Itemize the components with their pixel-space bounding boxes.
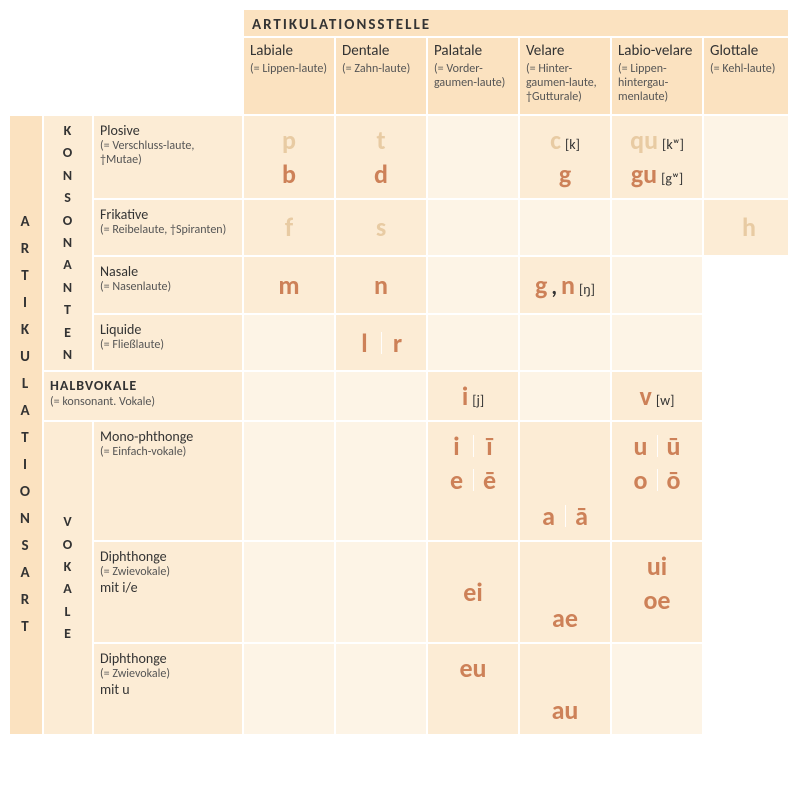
phoneme-cell: [612, 200, 702, 256]
phoneme-cell: [428, 116, 518, 198]
phoneme-cell: aā: [520, 422, 610, 540]
phoneme-cell: [612, 315, 702, 371]
group-konsonanten: KONSONANTEN: [44, 116, 92, 370]
phoneme-cell: qu[kʷ]gu[gʷ]: [612, 116, 702, 198]
row-label: Liquide(= Fließlaute): [94, 315, 242, 371]
phoneme-cell: [520, 315, 610, 371]
phoneme-cell: [244, 372, 334, 420]
phoneme-cell: s: [336, 200, 426, 256]
row-label: Diphthonge(= Zwievokale)mit u: [94, 644, 242, 734]
col-sub: (= Lippen-laute): [250, 62, 328, 76]
phonetics-table: ARTIKULATIONSSTELLE Labiale (= Lippen-laut…: [10, 10, 778, 734]
phoneme-cell: h: [704, 200, 788, 256]
col-head: Labiale (= Lippen-laute): [244, 38, 334, 114]
row-label: Mono-phthonge(= Einfach-vokale): [94, 422, 242, 540]
phoneme-cell: ei: [428, 542, 518, 642]
phoneme-cell: [704, 372, 788, 420]
phoneme-cell: [520, 372, 610, 420]
phoneme-cell: n: [336, 257, 426, 313]
phoneme-cell: td: [336, 116, 426, 198]
col-sub: (= Lippen-hintergau-menlaute): [618, 62, 696, 104]
phoneme-cell: c[k]g: [520, 116, 610, 198]
phoneme-cell: pb: [244, 116, 334, 198]
col-sub: (= Hinter-gaumen-laute, †Gutturale): [526, 62, 604, 104]
col-head: Labio-velare (= Lippen-hintergau-menlaute…: [612, 38, 702, 114]
phoneme-cell: uūoō: [612, 422, 702, 540]
phoneme-cell: [428, 257, 518, 313]
phoneme-cell: [704, 257, 788, 313]
col-name: Velare: [526, 42, 604, 60]
phoneme-cell: g,n[ŋ]: [520, 257, 610, 313]
col-sub: (= Vorder-gaumen-laute): [434, 62, 512, 90]
phoneme-cell: [428, 315, 518, 371]
columns-title: ARTIKULATIONSSTELLE: [252, 16, 431, 34]
phoneme-cell: [520, 200, 610, 256]
col-head: Dentale (= Zahn-laute): [336, 38, 426, 114]
phoneme-cell: uioe: [612, 542, 702, 642]
row-label: Nasale(= Nasenlaute): [94, 257, 242, 313]
row-label: Plosive(= Verschluss-laute, †Mutae): [94, 116, 242, 198]
phoneme-cell: [428, 200, 518, 256]
phoneme-cell: lr: [336, 315, 426, 371]
phoneme-cell: f: [244, 200, 334, 256]
phoneme-cell: iīeē: [428, 422, 518, 540]
phoneme-cell: v[w]: [612, 372, 702, 420]
phoneme-cell: [704, 315, 788, 371]
phoneme-cell: au: [520, 644, 610, 734]
row-label: Frikative(= Reibelaute, †Spiranten): [94, 200, 242, 256]
phoneme-cell: [244, 315, 334, 371]
col-sub: (= Kehl-laute): [710, 62, 788, 76]
col-sub: (= Zahn-laute): [342, 62, 420, 76]
rows-title: ARTIKULATIONSART: [10, 116, 42, 734]
phoneme-cell: eu: [428, 644, 518, 734]
phoneme-cell: [704, 116, 788, 198]
col-head: Velare (= Hinter-gaumen-laute, †Gutturale…: [520, 38, 610, 114]
col-name: Dentale: [342, 42, 420, 60]
col-name: Glottale: [710, 42, 788, 60]
col-name: Palatale: [434, 42, 512, 60]
col-head: Glottale (= Kehl-laute): [704, 38, 788, 114]
phoneme-cell: [336, 372, 426, 420]
phoneme-cell: [612, 257, 702, 313]
col-name: Labiale: [250, 42, 328, 60]
row-label: Diphthonge(= Zwievokale)mit i/e: [94, 542, 242, 642]
col-name: Labio-velare: [618, 42, 696, 60]
group-vokale: VOKALE: [44, 422, 92, 734]
phoneme-cell: m: [244, 257, 334, 313]
phoneme-cell: ae: [520, 542, 610, 642]
group-halbvokale: HALBVOKALE(= konsonant. Vokale): [44, 372, 242, 420]
col-head: Palatale (= Vorder-gaumen-laute): [428, 38, 518, 114]
phoneme-cell: i[j]: [428, 372, 518, 420]
